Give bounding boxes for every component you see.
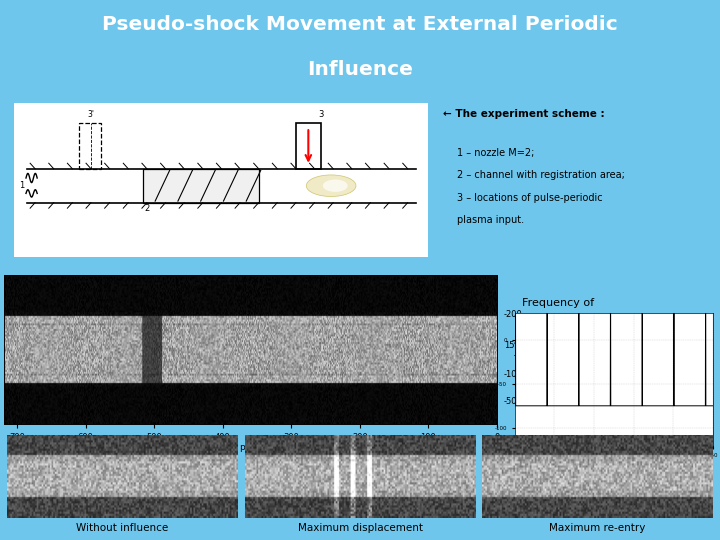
Text: 2 – channel with registration area;: 2 – channel with registration area; (457, 170, 625, 180)
Text: ← The experiment scheme :: ← The experiment scheme : (443, 110, 604, 119)
Text: 3: 3 (318, 110, 323, 119)
Text: Frequency of: Frequency of (522, 298, 594, 308)
Text: Without influence: Without influence (76, 523, 168, 533)
Bar (296, 123, 321, 169)
Text: Maximum displacement: Maximum displacement (297, 523, 423, 533)
Text: plasma input.: plasma input. (457, 215, 524, 225)
Text: pixel: pixel (514, 340, 523, 360)
Bar (78, 123, 102, 169)
Ellipse shape (306, 175, 356, 197)
Text: 150: 150 (504, 341, 520, 350)
Text: 2: 2 (145, 204, 150, 213)
Text: Pseudo-shock Movement at External Periodic: Pseudo-shock Movement at External Period… (102, 16, 618, 35)
X-axis label: pixel: pixel (239, 443, 261, 453)
Text: influence f = 25 Hz: influence f = 25 Hz (522, 314, 629, 324)
Text: Maximum re-entry: Maximum re-entry (549, 523, 646, 533)
Text: Influence: Influence (307, 60, 413, 79)
Text: 3 – locations of pulse-periodic: 3 – locations of pulse-periodic (457, 193, 603, 203)
Text: -50: -50 (504, 397, 518, 406)
Bar (143, 169, 258, 202)
Text: Flat channel 40×20×565 mm, throttling – mechanical or by a pulsed plasmatron: Flat channel 40×20×565 mm, throttling – … (14, 309, 436, 319)
Text: 1: 1 (19, 181, 24, 190)
Text: Videorecording: slow motion playback.: Videorecording: slow motion playback. (11, 448, 228, 457)
Text: -100: -100 (504, 370, 523, 380)
Text: -200: -200 (504, 309, 523, 319)
Text: 3': 3' (88, 110, 94, 119)
Ellipse shape (323, 179, 348, 192)
X-axis label: 100 ms: 100 ms (603, 460, 624, 464)
Text: 1 – nozzle M=2;: 1 – nozzle M=2; (457, 148, 534, 158)
